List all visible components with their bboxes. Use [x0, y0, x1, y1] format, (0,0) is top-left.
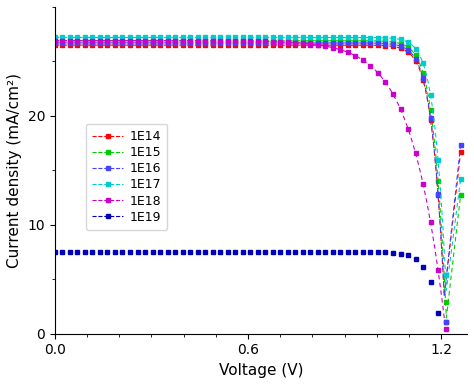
1E16: [292, 40, 298, 45]
1E19: [52, 250, 58, 254]
1E18: [157, 38, 163, 43]
Line: 1E17: 1E17: [53, 35, 463, 277]
1E17: [202, 35, 208, 40]
Legend: 1E14, 1E15, 1E16, 1E17, 1E18, 1E19: 1E14, 1E15, 1E16, 1E17, 1E18, 1E19: [86, 124, 167, 230]
1E16: [202, 40, 208, 45]
1E18: [300, 41, 306, 45]
1E14: [285, 43, 291, 47]
1E17: [292, 35, 298, 40]
1E18: [398, 107, 403, 112]
1E18: [277, 40, 283, 44]
1E19: [435, 311, 441, 315]
1E17: [443, 273, 448, 278]
1E14: [119, 43, 125, 47]
1E17: [458, 177, 464, 181]
1E16: [119, 40, 125, 45]
1E15: [52, 38, 58, 43]
1E18: [52, 38, 58, 43]
1E15: [119, 38, 125, 43]
1E19: [405, 253, 411, 258]
1E16: [270, 40, 275, 45]
1E17: [119, 35, 125, 40]
Line: 1E16: 1E16: [53, 41, 463, 325]
Line: 1E18: 1E18: [53, 38, 447, 331]
1E18: [443, 327, 448, 331]
1E16: [443, 320, 448, 325]
1E15: [285, 38, 291, 43]
1E14: [270, 43, 275, 47]
1E17: [270, 35, 275, 40]
1E19: [300, 250, 306, 254]
1E18: [285, 40, 291, 45]
1E16: [458, 142, 464, 147]
1E19: [82, 250, 88, 254]
1E14: [322, 43, 328, 47]
Line: 1E19: 1E19: [53, 250, 440, 315]
1E15: [443, 300, 448, 305]
1E19: [232, 250, 238, 254]
Y-axis label: Current density (mA/cm²): Current density (mA/cm²): [7, 73, 22, 268]
1E15: [292, 38, 298, 43]
1E15: [458, 192, 464, 197]
1E15: [322, 38, 328, 43]
1E17: [322, 35, 328, 40]
1E14: [458, 150, 464, 154]
1E17: [285, 35, 291, 40]
1E14: [202, 43, 208, 47]
1E19: [285, 250, 291, 254]
X-axis label: Voltage (V): Voltage (V): [219, 363, 303, 378]
1E14: [52, 43, 58, 47]
Line: 1E15: 1E15: [53, 38, 463, 305]
1E19: [187, 250, 193, 254]
1E16: [322, 40, 328, 45]
1E16: [285, 40, 291, 45]
1E15: [202, 38, 208, 43]
Line: 1E14: 1E14: [53, 43, 463, 325]
1E14: [292, 43, 298, 47]
1E15: [270, 38, 275, 43]
1E18: [353, 54, 358, 58]
1E14: [443, 320, 448, 325]
1E17: [52, 35, 58, 40]
1E16: [52, 40, 58, 45]
